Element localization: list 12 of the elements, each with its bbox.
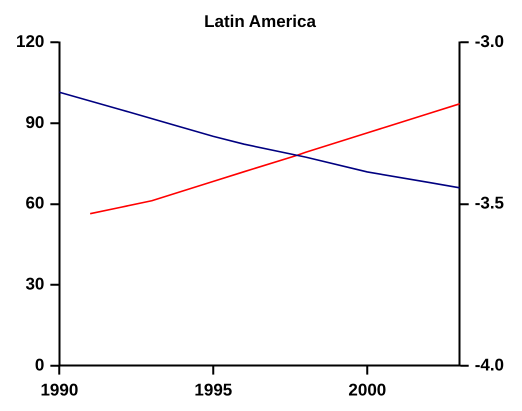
x-tick-label: 1995 xyxy=(194,380,232,400)
y2-tick-label: -3.0 xyxy=(474,32,504,52)
y-tick-label: 30 xyxy=(25,274,44,294)
x-tick-label: 1990 xyxy=(40,380,78,400)
y2-tick-label: -4.0 xyxy=(474,355,504,374)
y-tick-label: 90 xyxy=(25,112,44,132)
x-tick-label: 2000 xyxy=(348,380,386,400)
y-tick-label: 60 xyxy=(25,194,44,213)
y2-tick-label: -3.5 xyxy=(474,194,504,213)
y-tick-label: 0 xyxy=(34,355,44,374)
chart-title: Latin America xyxy=(204,12,316,31)
y-tick-label: 120 xyxy=(16,32,44,52)
